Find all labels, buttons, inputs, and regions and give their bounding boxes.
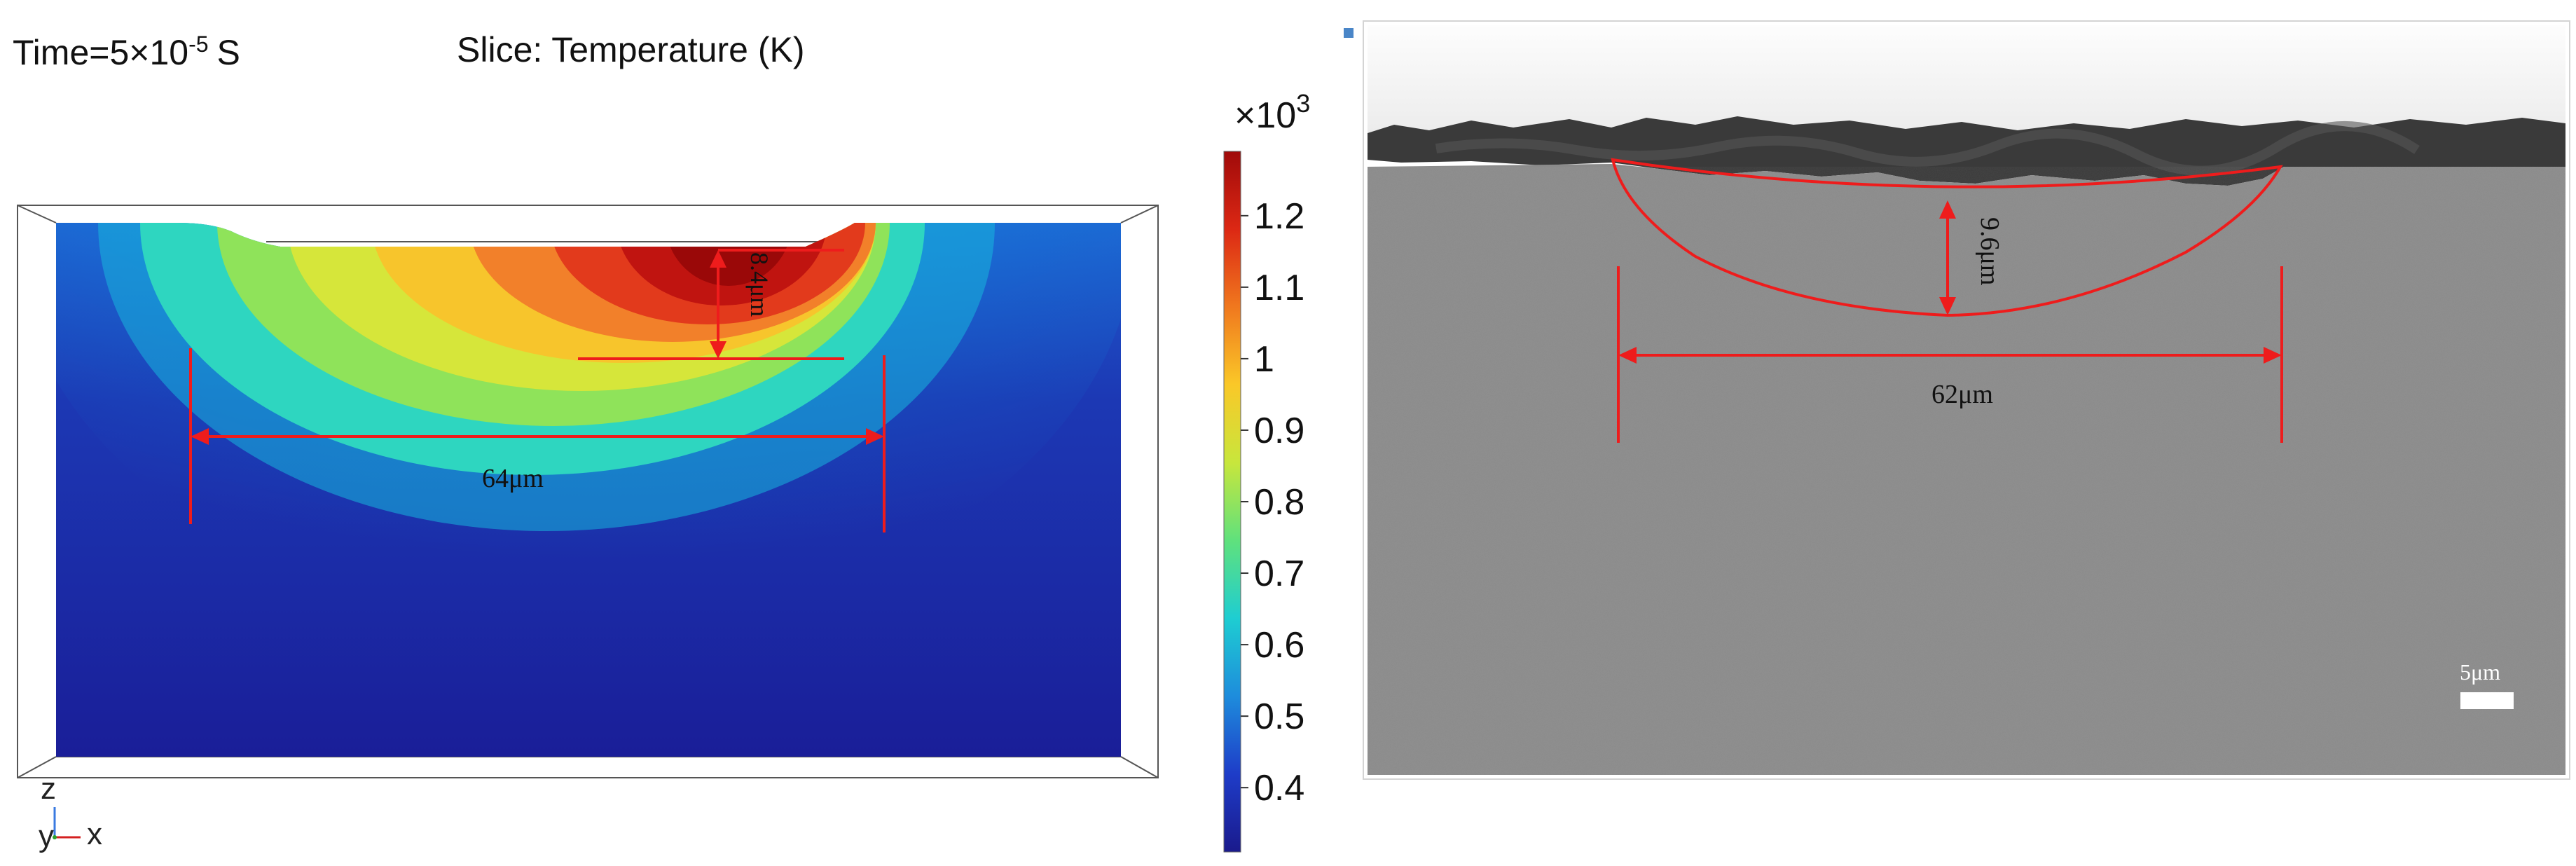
colorbar-tick-label: 0.4 — [1254, 768, 1304, 809]
colorbar-tick-label: 0.9 — [1254, 411, 1304, 451]
scale-bar — [2460, 692, 2514, 709]
colorbar-ticks: 1.2 1.1 1 0.9 0.8 0.7 0.6 0.5 0.4 — [1241, 196, 1304, 809]
svg-text:y: y — [39, 819, 54, 853]
slice-title: Slice: Temperature (K) — [457, 30, 804, 69]
sim-annotations — [189, 249, 886, 532]
micro-annotations — [1611, 158, 2283, 443]
micro-width-label: 62μm — [1931, 380, 1993, 409]
colorbar-tick-label: 0.8 — [1254, 482, 1304, 523]
axis-triad: z y x — [39, 771, 102, 853]
colorbar-tick-label: 0.6 — [1254, 625, 1304, 666]
time-label: Time=5×10-5 S — [13, 32, 240, 72]
colorbar-tick-label: 1.2 — [1254, 196, 1304, 237]
colorbar-tick-label: 1.1 — [1254, 268, 1304, 308]
svg-text:x: x — [87, 817, 102, 851]
micrograph-panel: 9.6μm 62μm 5μm — [1344, 20, 2570, 780]
colorbar-gradient — [1223, 151, 1241, 853]
sim-depth-label: 8.4μm — [745, 252, 773, 317]
scale-bar-label: 5μm — [2460, 659, 2500, 685]
svg-text:z: z — [41, 771, 56, 806]
colorbar: ×103 1.2 1.1 1 0.9 0.8 0.7 0.6 0.5 0.4 — [1223, 89, 1310, 853]
colorbar-multiplier: ×103 — [1234, 89, 1310, 136]
melt-pool-outline — [1611, 158, 2283, 317]
corner-marker-icon — [1344, 28, 1354, 38]
temperature-field — [56, 223, 1121, 757]
colorbar-tick-label: 1 — [1254, 339, 1274, 380]
colorbar-tick-label: 0.5 — [1254, 696, 1304, 737]
sim-width-label: 64μm — [482, 464, 544, 493]
micro-depth-label: 9.6μm — [1975, 217, 2004, 285]
simulation-panel: Time=5×10-5 S Slice: Temperature (K) — [13, 30, 1159, 853]
colorbar-tick-label: 0.7 — [1254, 554, 1304, 594]
